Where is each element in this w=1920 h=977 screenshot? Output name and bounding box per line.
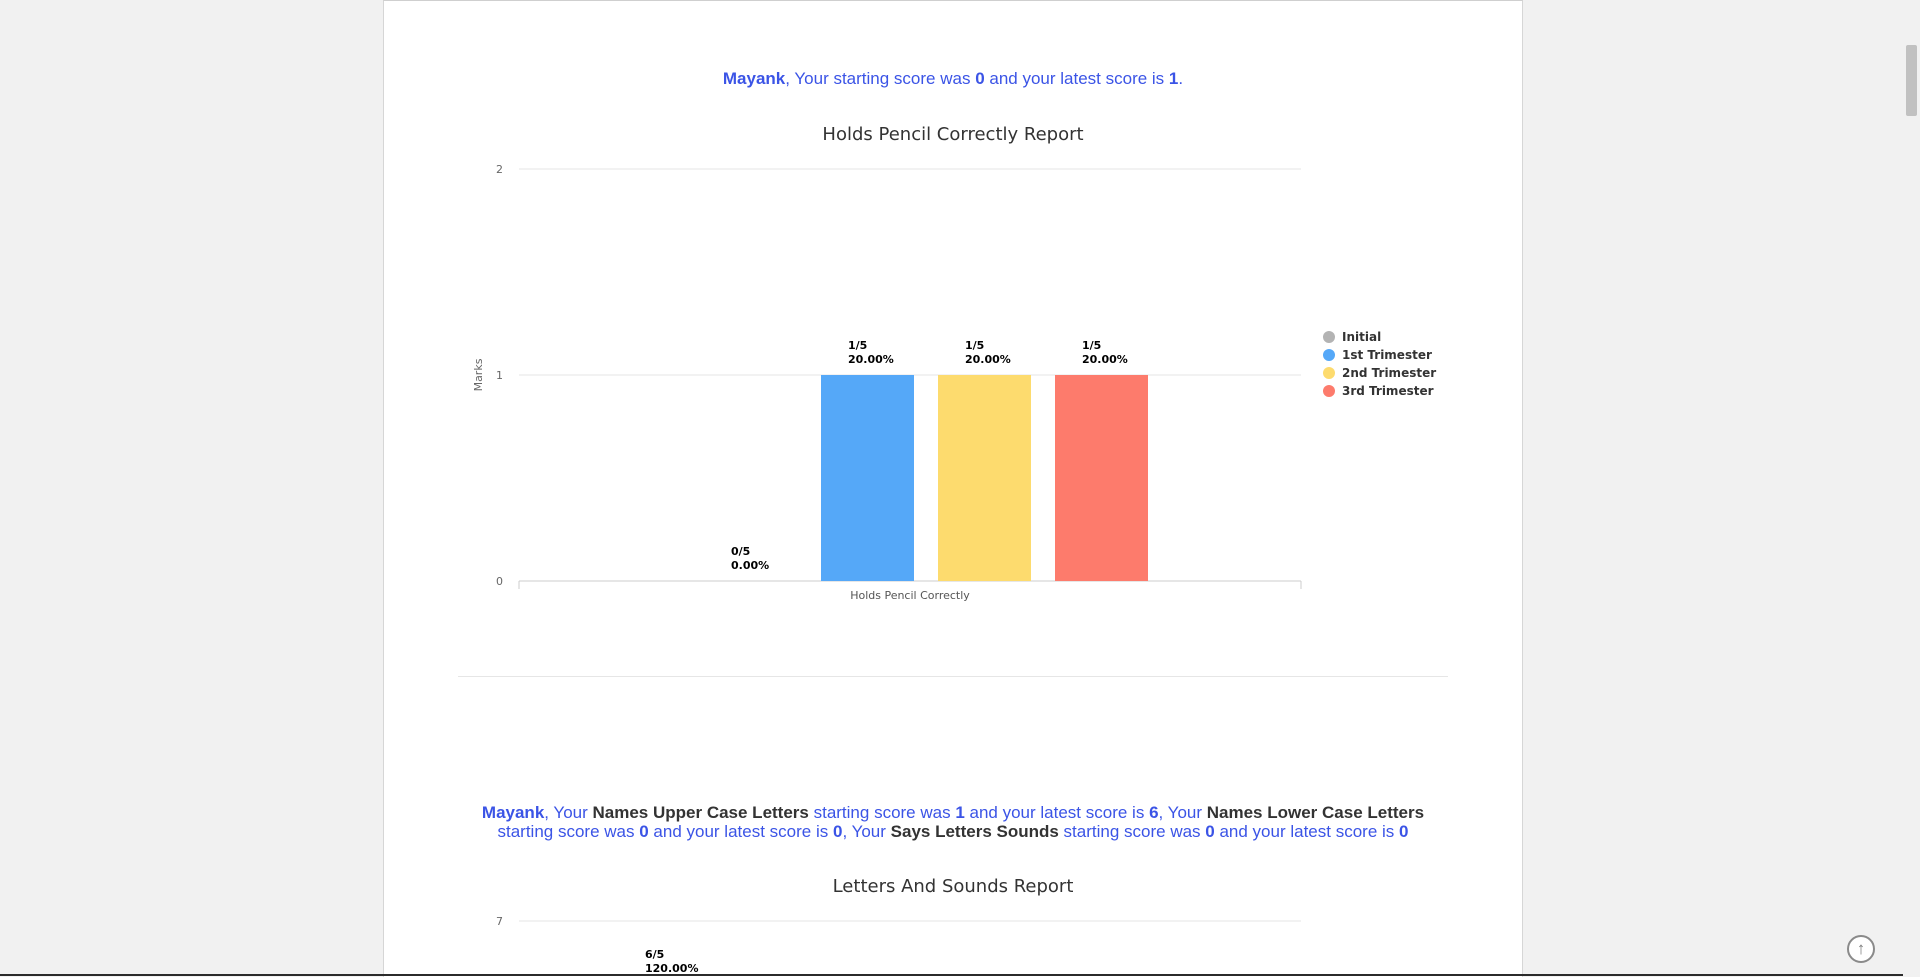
summary-text: and your latest score is bbox=[984, 69, 1169, 88]
scrollbar-thumb[interactable] bbox=[1906, 45, 1917, 116]
data-label: 20.00% bbox=[848, 353, 894, 366]
vertical-scrollbar[interactable] bbox=[1903, 0, 1920, 976]
report-page: Mayank, Your starting score was 0 and yo… bbox=[383, 0, 1523, 977]
starting-score: 0 bbox=[975, 69, 985, 88]
bar-3rd-trimester bbox=[1055, 375, 1148, 581]
latest-score: 6 bbox=[1149, 803, 1159, 822]
summary-text: starting score was bbox=[1058, 822, 1206, 841]
student-name: Mayank bbox=[722, 69, 786, 88]
legend-item: 1st Trimester bbox=[1342, 348, 1432, 362]
data-label: 6/5 bbox=[645, 948, 664, 961]
chart-title: Holds Pencil Correctly Report bbox=[822, 124, 1084, 145]
data-label: 0.00% bbox=[731, 559, 769, 572]
x-tick-label: Holds Pencil Correctly bbox=[850, 589, 970, 602]
summary-text: and your latest score is bbox=[1214, 822, 1400, 841]
section-divider bbox=[458, 676, 1448, 677]
latest-score: 0 bbox=[1399, 822, 1409, 841]
score-summary-1: Mayank, Your starting score was 0 and yo… bbox=[384, 69, 1522, 88]
summary-text: . bbox=[1178, 69, 1184, 88]
data-label: 120.00% bbox=[645, 962, 698, 975]
y-tick-label: 0 bbox=[496, 575, 503, 588]
y-axis-label: Marks bbox=[472, 358, 485, 391]
arrow-up-circle-icon: ↑ bbox=[1856, 939, 1866, 958]
data-label: 1/5 bbox=[1082, 339, 1101, 352]
legend-item: 2nd Trimester bbox=[1342, 366, 1436, 380]
legend-marker bbox=[1323, 331, 1335, 343]
y-tick-label: 2 bbox=[496, 163, 503, 176]
summary-text: and your latest score is bbox=[964, 803, 1150, 822]
bar-2nd-trimester bbox=[938, 375, 1031, 581]
starting-score: 1 bbox=[955, 803, 965, 822]
data-label: 1/5 bbox=[965, 339, 984, 352]
scroll-to-top-button[interactable]: ↑ bbox=[1847, 935, 1875, 963]
data-label: 20.00% bbox=[1082, 353, 1128, 366]
bar-1st-trimester bbox=[821, 375, 914, 581]
legend-item: 3rd Trimester bbox=[1342, 384, 1434, 398]
summary-text: and your latest score is bbox=[648, 822, 833, 841]
data-label: 1/5 bbox=[848, 339, 867, 352]
summary-text: starting score was bbox=[808, 803, 956, 822]
chart-title: Letters And Sounds Report bbox=[832, 876, 1074, 897]
holds-pencil-chart: 0 1 2 Marks Holds Pencil Correctly 0/50.00% 1/… bbox=[472, 163, 1436, 602]
latest-score: 0 bbox=[832, 822, 843, 841]
data-label: 0/5 bbox=[731, 545, 750, 558]
skill-name: Names Lower Case Letters bbox=[1206, 803, 1425, 822]
legend-marker bbox=[1323, 385, 1335, 397]
data-label: 20.00% bbox=[965, 353, 1011, 366]
skill-name: Says Letters Sounds bbox=[890, 822, 1059, 841]
starting-score: 0 bbox=[1205, 822, 1215, 841]
summary-text: , Your bbox=[842, 822, 891, 841]
student-name: Mayank bbox=[481, 803, 545, 822]
summary-text: , Your bbox=[1158, 803, 1207, 822]
y-tick-label: 1 bbox=[496, 369, 503, 382]
score-summary-2: Mayank, Your Names Upper Case Letters st… bbox=[384, 803, 1522, 841]
legend-marker bbox=[1323, 349, 1335, 361]
bottom-edge bbox=[0, 974, 1903, 976]
summary-text: starting score was bbox=[497, 822, 640, 841]
legend-marker bbox=[1323, 367, 1335, 379]
starting-score: 0 bbox=[639, 822, 649, 841]
skill-name: Names Upper Case Letters bbox=[592, 803, 809, 822]
latest-score: 1 bbox=[1168, 69, 1179, 88]
legend-item: Initial bbox=[1342, 330, 1381, 344]
y-tick-label: 7 bbox=[496, 915, 503, 928]
summary-text: , Your bbox=[544, 803, 593, 822]
summary-text: , Your starting score was bbox=[785, 69, 976, 88]
